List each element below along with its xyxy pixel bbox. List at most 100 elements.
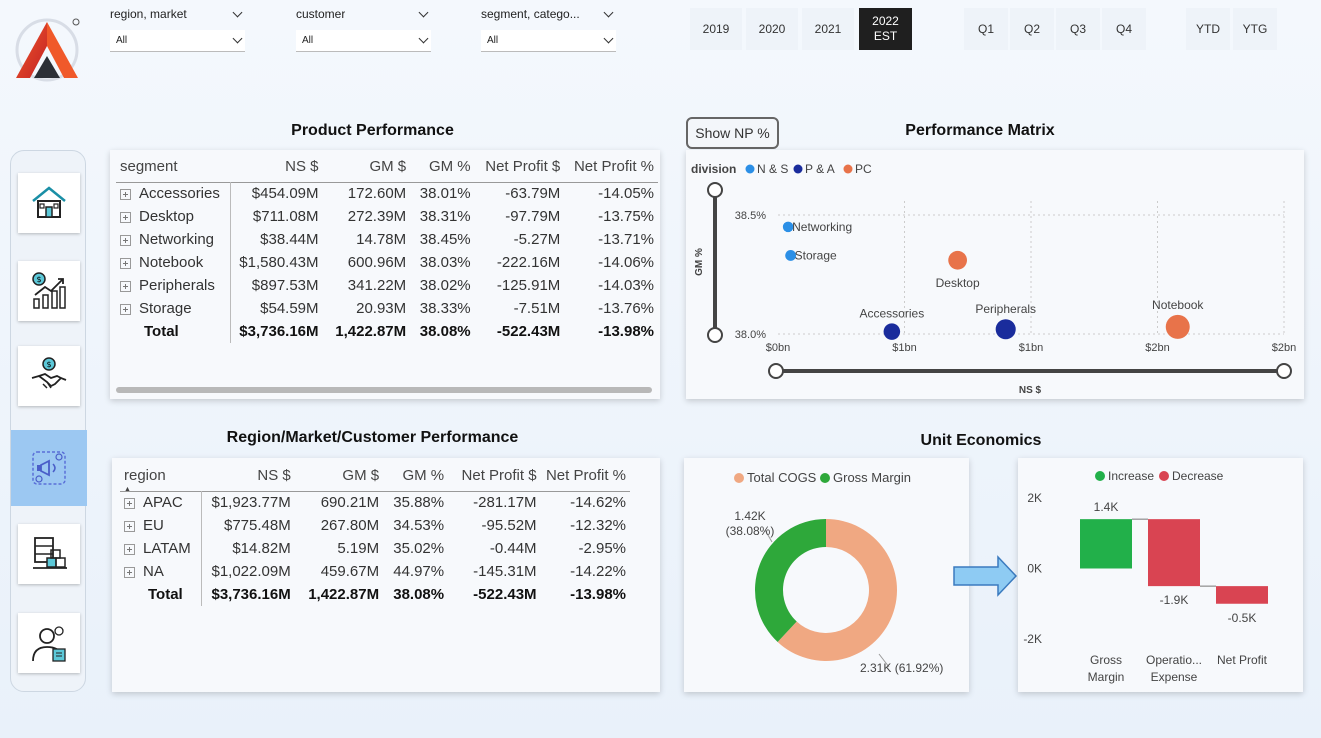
row-label: Peripherals <box>139 277 215 294</box>
segment-category-dropdown[interactable]: All <box>481 30 616 52</box>
expand-plus-icon[interactable] <box>120 257 131 269</box>
table-row[interactable]: Accessories $454.09M 172.60M 38.01% -63.79M -… <box>116 182 658 205</box>
donut-slice[interactable] <box>755 519 826 642</box>
quarter-button-q1[interactable]: Q1 <box>964 8 1008 50</box>
quarter-button-q4[interactable]: Q4 <box>1102 8 1146 50</box>
show-np-percent-button[interactable]: Show NP % <box>686 117 779 149</box>
legend-label: Total COGS <box>747 470 817 485</box>
region-market-dropdown[interactable]: All <box>110 30 245 52</box>
nav-supply-chain-button[interactable] <box>18 524 80 584</box>
total-cell: 1,422.87M <box>308 586 380 603</box>
table-row[interactable]: Storage $54.59M 20.93M 38.33% -7.51M -13.76% <box>116 297 658 320</box>
column-header[interactable]: Net Profit $ <box>485 158 561 176</box>
table-row[interactable]: Desktop $711.08M 272.39M 38.31% -97.79M -13.7… <box>116 205 658 228</box>
column-header[interactable]: NS $ <box>257 467 291 485</box>
expand-plus-icon[interactable] <box>124 497 135 509</box>
nav-sales-button[interactable]: $ <box>18 346 80 406</box>
expand-plus-icon[interactable] <box>124 543 135 555</box>
filter-label: segment, catego... <box>481 7 580 21</box>
nav-marketing-button[interactable] <box>18 438 80 498</box>
year-button-2020[interactable]: 2020 <box>746 8 798 50</box>
column-header[interactable]: GM $ <box>369 158 407 176</box>
column-header[interactable]: GM % <box>402 467 445 485</box>
row-label: NA <box>143 563 164 580</box>
expand-plus-icon[interactable] <box>120 303 131 315</box>
legend-label: Gross Margin <box>833 470 911 485</box>
table-cell: 272.39M <box>347 208 407 225</box>
scatter-point[interactable] <box>782 221 794 233</box>
table-row[interactable]: NA $1,022.09M 459.67M 44.97% -145.31M -14.22% <box>120 560 630 583</box>
legend-title: division <box>691 162 736 176</box>
column-header[interactable]: GM % <box>428 158 471 176</box>
ytd-button[interactable]: YTD <box>1186 8 1230 50</box>
filter-region-market: region, market All <box>110 6 245 52</box>
waterfall-bar[interactable] <box>1148 519 1200 587</box>
year-button-2019[interactable]: 2019 <box>690 8 742 50</box>
table-cell: 690.21M <box>320 494 380 512</box>
table-cell: -97.79M <box>505 208 561 225</box>
table-row[interactable]: Peripherals $897.53M 341.22M 38.02% -125.91M… <box>116 274 658 297</box>
y-slider-handle-bottom[interactable] <box>707 327 723 343</box>
x-slider-handle-right[interactable] <box>1276 363 1292 379</box>
column-header[interactable]: Net Profit $ <box>461 467 537 485</box>
data-label: -0.5K <box>1228 611 1257 625</box>
y-tick-label: 38.0% <box>735 329 766 341</box>
legend-label: PC <box>855 162 872 176</box>
waterfall-bar[interactable] <box>1080 519 1132 569</box>
table-cell: $1,923.77M <box>200 491 295 514</box>
table-row[interactable]: Notebook $1,580.43M 600.96M 38.03% -222.16M -… <box>116 251 658 274</box>
expand-plus-icon[interactable] <box>124 520 135 532</box>
expand-plus-icon[interactable] <box>120 188 131 200</box>
table-cell: 5.19M <box>337 540 380 557</box>
row-label: LATAM <box>143 540 191 557</box>
column-header[interactable]: GM $ <box>342 467 380 485</box>
customer-dropdown[interactable]: All <box>296 30 431 52</box>
quarter-button-q3[interactable]: Q3 <box>1056 8 1100 50</box>
chevron-down-icon[interactable] <box>603 7 614 17</box>
scatter-point[interactable] <box>948 250 967 270</box>
column-header[interactable]: segment <box>120 158 178 176</box>
nav-executive-button[interactable] <box>18 613 80 673</box>
column-header[interactable]: Net Profit % <box>545 467 626 485</box>
year-button-2022-est[interactable]: 2022 EST <box>859 8 912 50</box>
nav-home-button[interactable] <box>18 173 80 233</box>
total-cell: 38.08% <box>419 323 471 340</box>
x-slider-handle-left[interactable] <box>768 363 784 379</box>
table-row[interactable]: Networking $38.44M 14.78M 38.45% -5.27M -13.7… <box>116 228 658 251</box>
expand-plus-icon[interactable] <box>120 280 131 292</box>
expand-plus-icon[interactable] <box>120 211 131 223</box>
scatter-point[interactable] <box>995 319 1016 340</box>
company-logo <box>12 16 84 82</box>
total-cell: -13.98% <box>598 323 654 340</box>
table-row[interactable]: APAC $1,923.77M 690.21M 35.88% -281.17M -14.6… <box>120 491 630 514</box>
quarter-button-q2[interactable]: Q2 <box>1010 8 1054 50</box>
horizontal-scrollbar[interactable] <box>116 387 652 393</box>
row-label-cell: Notebook <box>116 251 231 274</box>
scatter-point[interactable] <box>785 250 797 261</box>
point-label: Networking <box>792 220 852 234</box>
table-row[interactable]: EU $775.48M 267.80M 34.53% -95.52M -12.32% <box>120 514 630 537</box>
y-slider-handle-top[interactable] <box>707 182 723 198</box>
x-category-label: Operatio... <box>1146 653 1202 667</box>
scatter-point[interactable] <box>1165 314 1190 339</box>
column-header[interactable]: Net Profit % <box>573 158 654 176</box>
expand-plus-icon[interactable] <box>120 234 131 246</box>
year-button-2021[interactable]: 2021 <box>802 8 854 50</box>
chevron-down-icon[interactable] <box>232 7 243 17</box>
data-label: -1.9K <box>1160 593 1189 607</box>
row-label: Notebook <box>139 254 204 271</box>
row-label: EU <box>143 517 164 534</box>
x-category-label: Expense <box>1151 670 1198 684</box>
expand-plus-icon[interactable] <box>124 566 135 578</box>
ytg-button[interactable]: YTG <box>1233 8 1277 50</box>
chevron-down-icon[interactable] <box>418 7 429 17</box>
legend-label: Increase <box>1108 469 1154 483</box>
nav-finance-button[interactable]: $ <box>18 261 80 321</box>
scatter-point[interactable] <box>883 323 901 340</box>
donut-slice[interactable] <box>777 519 897 661</box>
column-header[interactable]: NS $ <box>285 158 319 176</box>
table-row[interactable]: LATAM $14.82M 5.19M 35.02% -0.44M -2.95% <box>120 537 630 560</box>
profit-waterfall-chart: Increase Decrease 2K 0K -2K 1.4K -1.9K -0.5K Gro… <box>1023 469 1268 684</box>
column-header[interactable]: region ▲ <box>120 461 201 492</box>
waterfall-bar[interactable] <box>1216 586 1268 604</box>
